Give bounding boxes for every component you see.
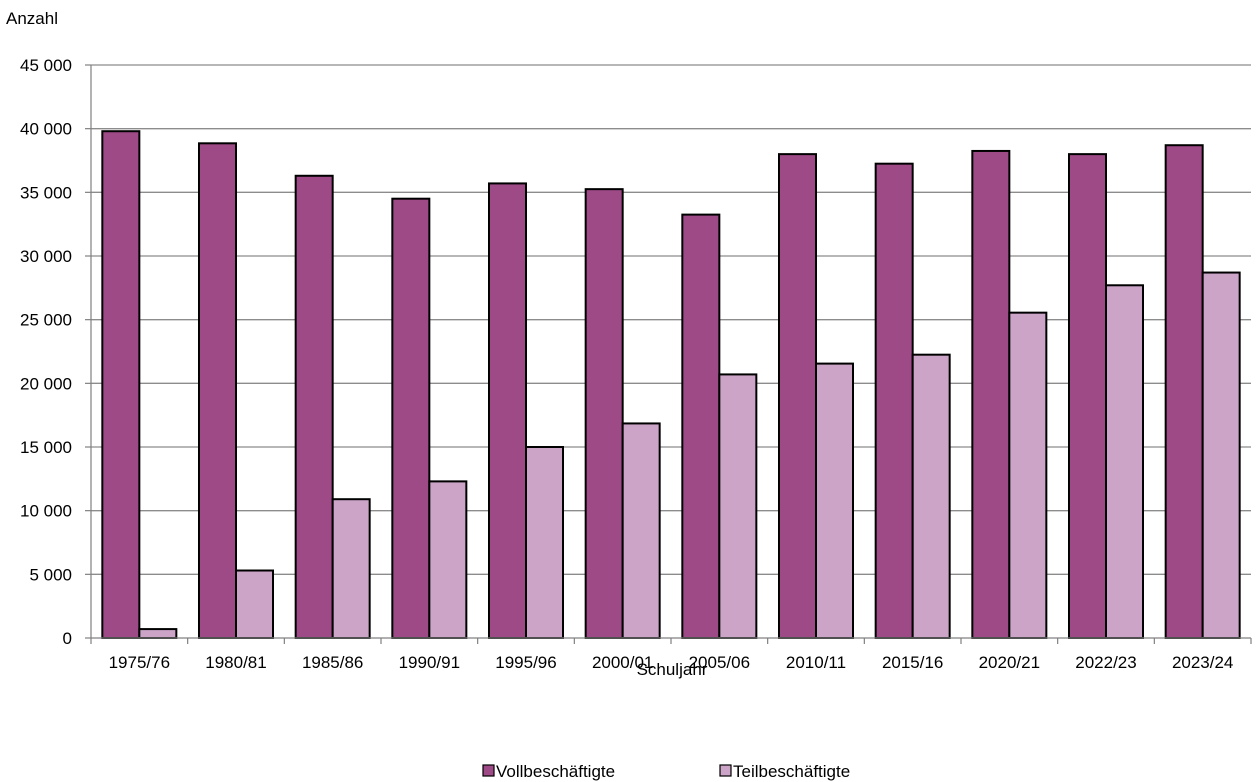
x-tick-label: 1985/86 [302,653,363,672]
y-tick-label: 35 000 [20,183,72,202]
bar-vollbeschaeftigte [198,142,237,639]
y-tick-label: 5 000 [29,565,72,584]
bar-teilbeschaeftigte [718,373,758,639]
y-axis-label: Anzahl [6,9,58,28]
bar-vollbeschaeftigte [488,182,527,639]
bar-teilbeschaeftigte [911,353,951,639]
x-tick-label: 1980/81 [205,653,266,672]
legend-label: Teilbeschäftigte [733,762,850,781]
x-tick-label: 1990/91 [399,653,460,672]
x-tick-label: 2005/06 [689,653,750,672]
bar-teilbeschaeftigte [428,480,468,639]
x-tick-label: 2023/24 [1172,653,1233,672]
legend-swatch [482,764,495,777]
bar-vollbeschaeftigte [1068,153,1107,639]
x-tick-label: 2020/21 [979,653,1040,672]
bar-vollbeschaeftigte [391,197,431,639]
legend-label: Vollbeschäftigte [496,762,615,781]
bar-vollbeschaeftigte [101,130,141,639]
bar-teilbeschaeftigte [331,498,371,639]
x-tick-label: 1995/96 [495,653,556,672]
x-tick-label: 1975/76 [109,653,170,672]
bars [101,130,1241,640]
y-tick-label: 10 000 [20,502,72,521]
bar-vollbeschaeftigte [971,149,1011,639]
gridlines [91,64,1251,575]
bar-teilbeschaeftigte [1105,284,1144,639]
x-axis-label: Schuljahr [637,660,708,679]
x-tick-label: 2022/23 [1075,653,1136,672]
bar-teilbeschaeftigte [525,446,564,639]
x-tick-label: 2015/16 [882,653,943,672]
bar-teilbeschaeftigte [1008,311,1048,639]
legend-swatch [719,764,732,777]
bar-teilbeschaeftigte [815,362,854,639]
y-tick-label: 25 000 [20,311,72,330]
y-tick-label: 20 000 [20,374,72,393]
y-tick-label: 15 000 [20,438,72,457]
bar-vollbeschaeftigte [778,153,817,639]
x-tick-label: 2010/11 [786,653,846,672]
y-tick-label: 40 000 [20,120,72,139]
x-tick-labels: 1975/76 1980/81 1985/86 1990/91 1995/96 2000/… [109,653,1234,672]
axes [85,64,1252,644]
bar-vollbeschaeftigte [294,174,334,639]
bar-vollbeschaeftigte [1164,144,1204,639]
bar-vollbeschaeftigte [584,188,624,639]
y-tick-labels: 0 5 000 10 000 15 000 20 000 25 000 30 000 35 0… [20,56,72,648]
bar-teilbeschaeftigte [235,569,274,639]
bar-vollbeschaeftigte [681,213,721,639]
bar-teilbeschaeftigte [138,628,178,640]
bar-teilbeschaeftigte [1201,271,1241,639]
y-tick-label: 30 000 [20,247,72,266]
bar-vollbeschaeftigte [874,162,914,640]
x-tick-label: 2000/01 [592,653,653,672]
legend: Vollbeschäftigte Teilbeschäftigte [482,762,850,781]
y-tick-label: 0 [63,629,72,648]
y-tick-label: 45 000 [20,56,72,75]
bar-teilbeschaeftigte [621,422,661,639]
